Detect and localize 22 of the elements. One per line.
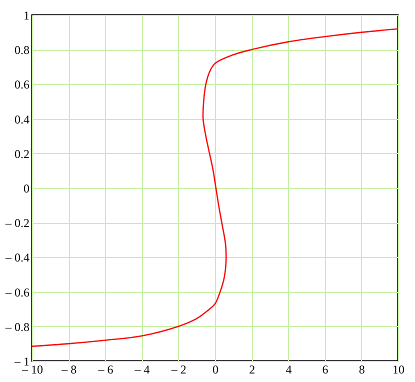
x-tick-label: 6	[322, 362, 328, 376]
y-tick-label: 1	[24, 8, 30, 22]
y-tick-label: – 0.6	[4, 285, 30, 300]
x-tick-label: – 8	[60, 362, 77, 376]
y-tick-label: – 0.4	[4, 250, 30, 265]
y-tick-label: 0.8	[14, 43, 30, 58]
y-tick-label: 0.4	[14, 112, 30, 126]
x-tick-label: 8	[358, 362, 365, 376]
x-tick-label: 10	[392, 362, 404, 376]
y-tick-label: – 0.8	[4, 320, 30, 334]
y-tick-label: 0	[24, 182, 30, 196]
y-tick-label: – 1	[14, 354, 30, 368]
y-tick-label: 0.2	[14, 146, 30, 161]
x-tick-label: – 4	[134, 362, 150, 376]
y-tick-label: – 0.2	[4, 216, 30, 230]
y-tick-label: 0.6	[14, 78, 30, 92]
x-tick-label: 4	[286, 362, 292, 376]
x-tick-label: 0	[212, 362, 218, 376]
x-tick-label: – 6	[97, 362, 114, 376]
x-tick-label: – 2	[170, 362, 186, 376]
line-series	[32, 28, 398, 347]
x-tick-label: 2	[249, 362, 256, 376]
